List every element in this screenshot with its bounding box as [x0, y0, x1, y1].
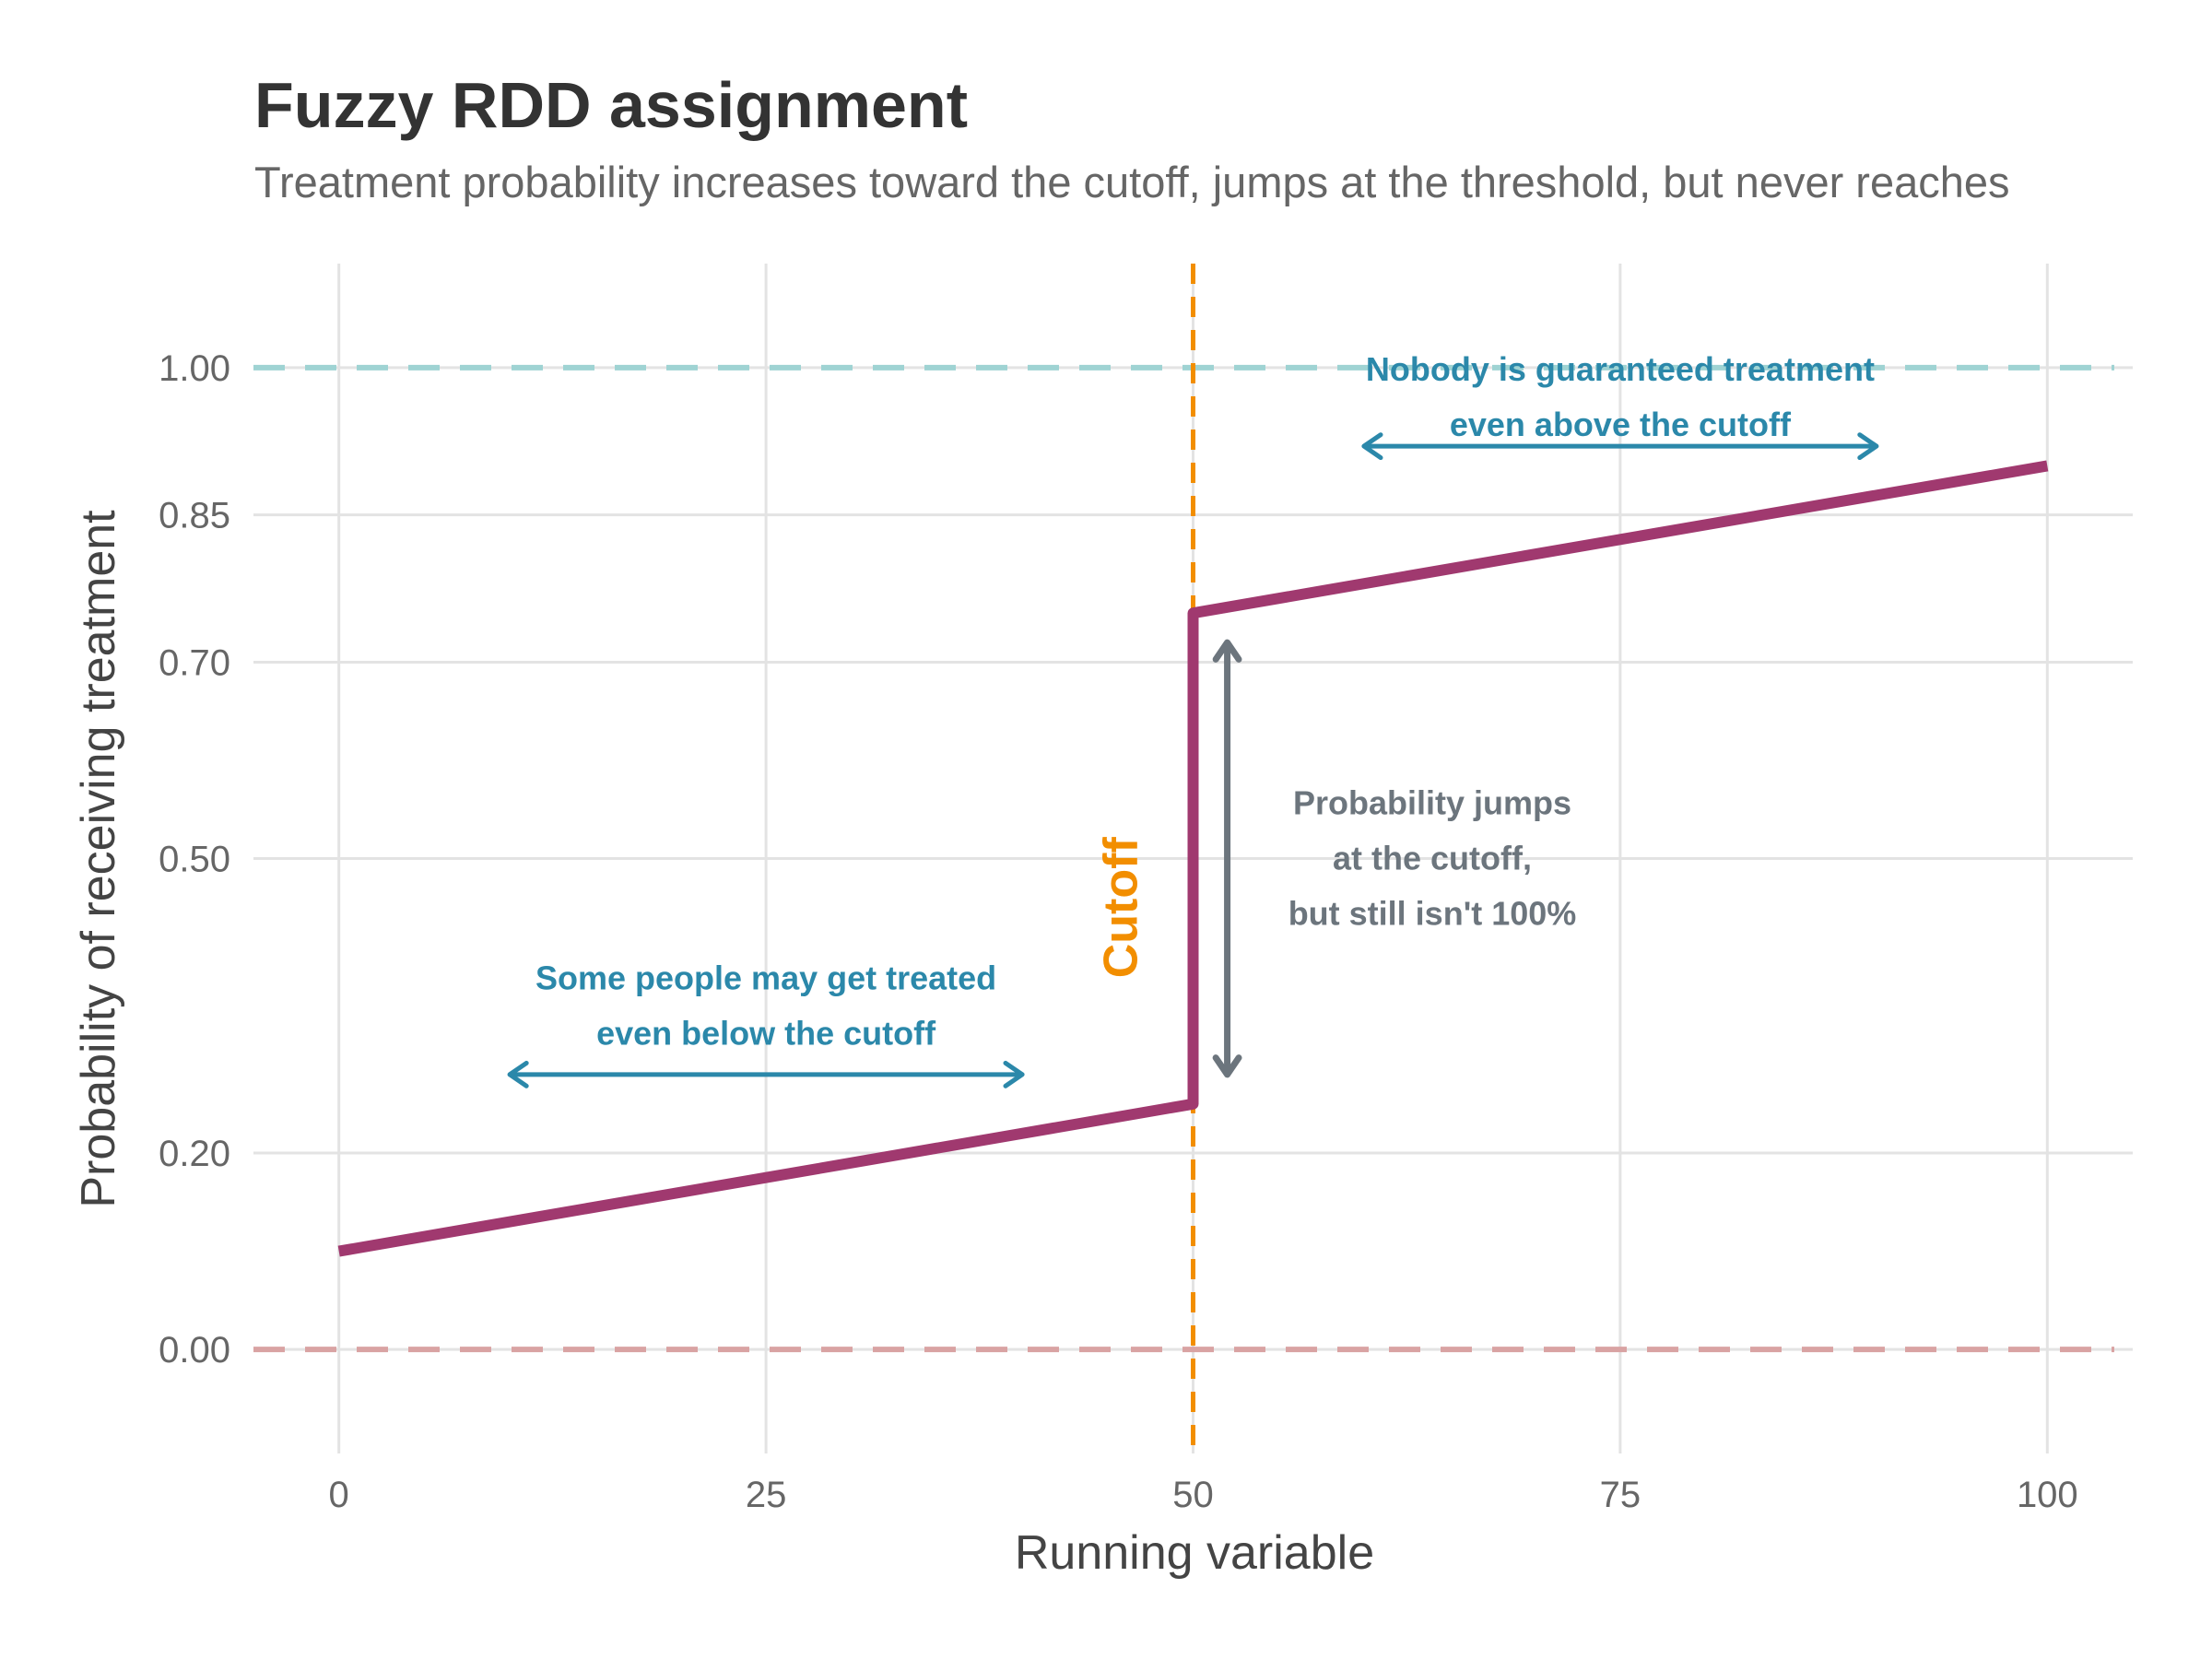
arrow-head	[1857, 432, 1879, 461]
x-axis-title: Running variable	[1015, 1526, 1374, 1580]
arrow-head	[1212, 639, 1242, 663]
chart-subtitle: Treatment probability increases toward t…	[254, 158, 2010, 206]
annotations: Nobody is guaranteed treatment even above…	[535, 350, 1875, 1052]
annotation-text: even below the cutoff	[596, 1014, 936, 1052]
reference-lines: Cutoff	[253, 264, 2114, 1453]
cutoff-label: Cutoff	[1094, 837, 1147, 979]
y-tick-label: 0.85	[159, 496, 230, 536]
annotation-text: Some people may get treated	[535, 959, 996, 996]
x-tick-label: 100	[2017, 1475, 2078, 1515]
x-tick-label: 75	[1600, 1475, 1641, 1515]
arrow-head	[1003, 1060, 1025, 1088]
annotation-text: Probability jumps	[1293, 784, 1571, 822]
arrow-head	[1212, 1054, 1242, 1078]
y-tick-label: 0.00	[159, 1330, 230, 1371]
x-tick-label: 0	[329, 1475, 349, 1515]
series	[337, 460, 2049, 1257]
y-tick-label: 1.00	[159, 348, 230, 389]
arrow-head	[1361, 432, 1383, 461]
y-tick-label: 0.50	[159, 840, 230, 880]
arrows	[507, 432, 1879, 1088]
chart-title: Fuzzy RDD assignment	[254, 69, 968, 141]
annotation-text: but still isn't 100%	[1288, 895, 1577, 933]
series-line	[337, 460, 2049, 1257]
annotation-text: Nobody is guaranteed treatment	[1366, 350, 1875, 388]
tick-labels: 0 25 50 75 100 0.00 0.20 0.50 0.70 0.85 1.00	[159, 348, 2078, 1515]
y-tick-label: 0.20	[159, 1134, 230, 1174]
x-tick-label: 50	[1172, 1475, 1214, 1515]
annotation-text: even above the cutoff	[1450, 406, 1792, 443]
x-tick-label: 25	[746, 1475, 787, 1515]
annotation-text: at the cutoff,	[1333, 840, 1532, 877]
y-tick-label: 0.70	[159, 642, 230, 683]
y-axis-title: Probability of receiving treatment	[72, 510, 125, 1208]
arrow-head	[507, 1060, 529, 1088]
